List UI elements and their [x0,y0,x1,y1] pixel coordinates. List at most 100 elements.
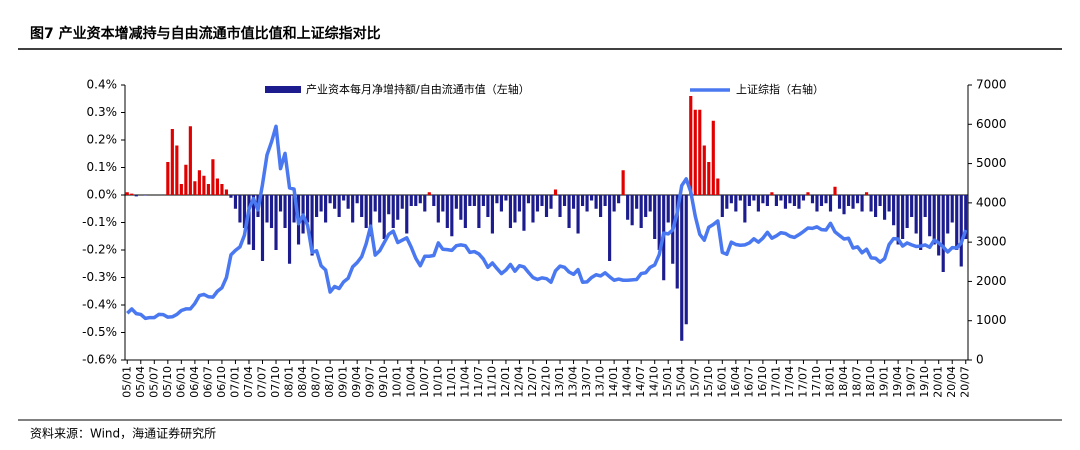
bar [224,189,229,195]
x-tick-label: 08/01 [283,366,296,398]
bar [305,195,310,223]
bar [400,195,404,209]
bar [558,195,562,217]
bar [959,195,963,267]
bar [612,195,616,212]
y2-tick-label: 2000 [976,274,1007,288]
bar [635,195,639,209]
bar [508,195,513,228]
bar [896,195,900,245]
bar [179,184,183,195]
x-tick-label: 17/01 [769,366,782,398]
bar [409,195,413,206]
chart-title: 图7 产业资本增减持与自由流通市值比值和上证综指对比 [30,25,381,42]
bar [355,195,359,204]
bar [878,195,882,206]
bar [242,195,247,228]
bar [855,195,860,204]
bar [792,195,797,206]
x-tick-label: 16/07 [742,366,755,398]
x-tick-label: 05/10 [161,366,174,398]
x-tick-label: 15/01 [661,366,674,398]
bar [233,195,238,209]
bar [553,189,558,195]
bar [725,195,729,209]
x-tick-label: 15/10 [702,366,715,398]
x-tick-label: 15/07 [688,366,701,398]
x-tick-label: 19/07 [905,366,918,398]
bar [653,195,657,239]
bar [770,192,774,195]
bar [324,195,328,223]
bar [517,195,522,212]
bar [130,193,134,195]
x-tick-label: 08/07 [310,366,323,398]
x-tick-label: 17/10 [810,366,823,398]
bar [531,195,535,223]
bar [738,195,742,201]
bar [206,184,210,195]
bar [526,195,531,204]
bar [188,126,192,195]
bar [648,195,652,212]
bar [472,195,476,206]
bar [504,195,508,201]
bar [851,195,855,209]
bar [125,192,129,195]
bar [869,195,873,212]
bar [540,195,544,206]
bar [184,164,188,195]
bar [391,195,395,228]
bar [260,195,265,261]
index-line [126,124,968,321]
y2-tick-label: 3000 [976,235,1007,249]
bar [765,195,769,206]
x-tick-label: 09/07 [364,366,377,398]
x-tick-label: 13/10 [594,366,607,398]
x-tick-label: 08/04 [296,366,309,398]
y-tick-label: 0.4% [87,78,118,92]
x-tick-label: 20/07 [959,366,972,398]
x-tick-label: 14/04 [621,366,634,398]
bar [549,195,553,209]
bar [229,195,233,198]
bar [644,195,648,217]
bar [414,195,418,206]
x-tick-label: 13/07 [580,366,593,398]
bar [608,195,612,261]
bar [351,195,355,223]
x-tick-label: 07/10 [269,366,282,398]
x-tick-label: 11/10 [485,366,498,398]
bar [752,195,756,201]
bar [477,195,481,228]
bar [684,195,688,325]
bar [441,195,445,212]
bar [283,195,287,228]
x-tick-label: 10/10 [431,366,444,398]
bar [702,145,706,195]
x-tick-label: 07/07 [255,366,268,398]
x-tick-label: 12/04 [512,366,525,398]
x-tick-label: 09/10 [377,366,390,398]
bar [932,195,936,245]
bar [919,195,923,250]
x-tick-label: 12/01 [499,366,512,398]
bar [711,120,715,195]
x-tick-label: 09/01 [337,366,350,398]
bar [247,195,251,245]
bar [819,195,824,206]
bar [797,195,801,209]
x-tick-label: 07/01 [228,366,241,398]
x-tick-label: 11/01 [445,366,458,398]
y2-tick-label: 0 [976,353,984,367]
bar [265,195,269,223]
y2-tick-label: 1000 [976,313,1007,327]
x-tick-label: 07/04 [242,366,255,398]
bar [729,195,733,204]
bar [346,195,350,209]
x-tick-label: 11/07 [472,366,485,398]
bar [842,195,846,215]
bar [369,195,373,237]
source: 资料来源：Wind，海通证券研究所 [30,426,216,441]
bar [928,195,932,237]
